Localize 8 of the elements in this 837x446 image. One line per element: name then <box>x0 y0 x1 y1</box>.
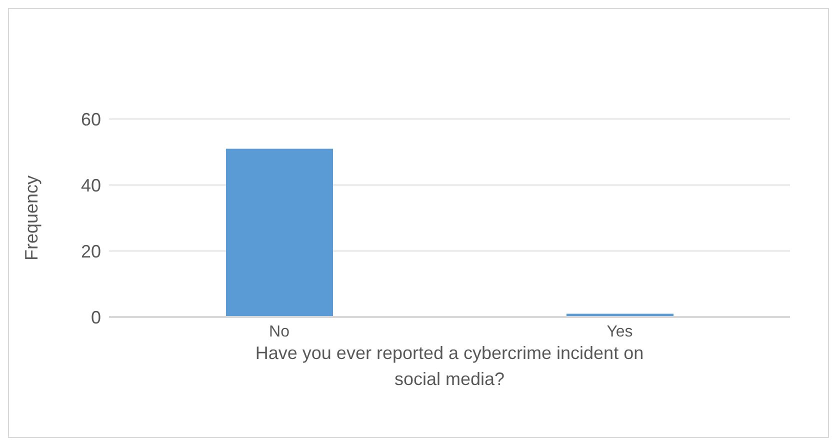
y-tick-label: 40 <box>80 175 101 196</box>
y-tick-label: 60 <box>80 109 101 130</box>
x-tick-label: Yes <box>606 323 633 340</box>
y-axis-title: Frequency <box>21 175 42 261</box>
y-tick-label: 20 <box>80 241 101 262</box>
x-tick-label: No <box>269 323 290 340</box>
y-tick-label: 0 <box>90 307 101 328</box>
x-axis-title: Have you ever reported a cybercrime incident on social media? <box>255 343 644 389</box>
